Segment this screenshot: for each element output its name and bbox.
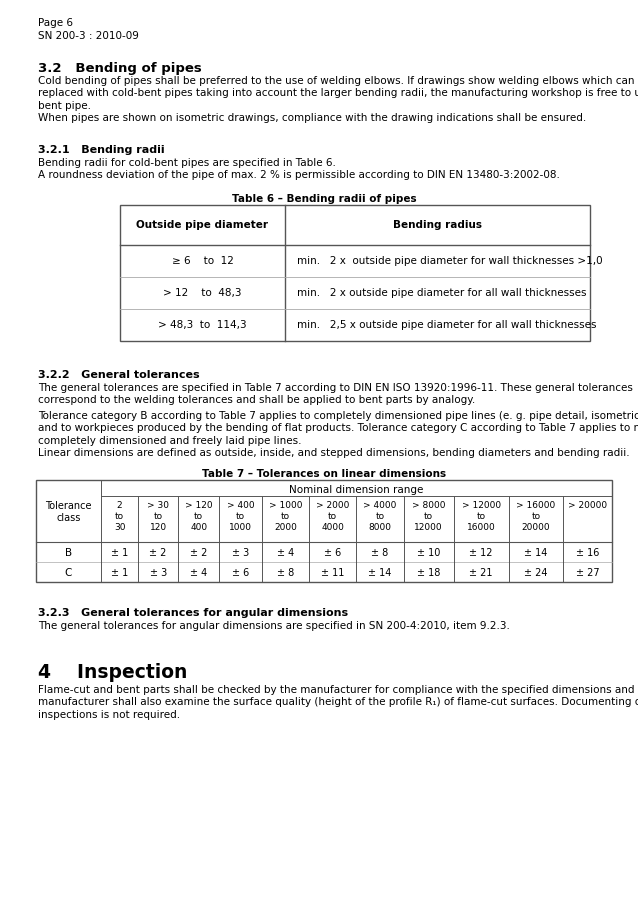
Text: Outside pipe diameter: Outside pipe diameter: [137, 220, 269, 230]
Text: Page 6: Page 6: [38, 18, 73, 28]
Text: > 1000
to
2000: > 1000 to 2000: [269, 501, 302, 531]
Text: > 120
to
400: > 120 to 400: [185, 501, 212, 531]
Text: Tolerance category B according to Table 7 applies to completely dimensioned pipe: Tolerance category B according to Table …: [38, 410, 638, 457]
Text: ± 6: ± 6: [324, 548, 341, 557]
Text: C: C: [64, 567, 72, 577]
Text: ± 16: ± 16: [576, 548, 599, 557]
Text: ± 10: ± 10: [417, 548, 440, 557]
Text: Bending radii for cold-bent pipes are specified in Table 6.
A roundness deviatio: Bending radii for cold-bent pipes are sp…: [38, 158, 560, 180]
Text: > 48,3  to  114,3: > 48,3 to 114,3: [158, 319, 247, 329]
Text: ± 4: ± 4: [190, 567, 207, 577]
Text: > 2000
to
4000: > 2000 to 4000: [316, 501, 350, 531]
Text: ± 14: ± 14: [368, 567, 392, 577]
Text: ± 2: ± 2: [149, 548, 167, 557]
Text: 4    Inspection: 4 Inspection: [38, 662, 188, 681]
Text: ± 21: ± 21: [470, 567, 493, 577]
Text: ± 3: ± 3: [232, 548, 249, 557]
Text: ± 12: ± 12: [470, 548, 493, 557]
Text: ± 4: ± 4: [277, 548, 294, 557]
Text: > 30
to
120: > 30 to 120: [147, 501, 169, 531]
Text: > 4000
to
8000: > 4000 to 8000: [364, 501, 397, 531]
Text: ± 27: ± 27: [576, 567, 600, 577]
Text: min.   2 x  outside pipe diameter for wall thicknesses >1,0: min. 2 x outside pipe diameter for wall …: [297, 255, 603, 266]
Text: > 400
to
1000: > 400 to 1000: [226, 501, 255, 531]
Text: Nominal dimension range: Nominal dimension range: [289, 484, 424, 494]
Text: Cold bending of pipes shall be preferred to the use of welding elbows. If drawin: Cold bending of pipes shall be preferred…: [38, 76, 638, 123]
Text: ± 3: ± 3: [149, 567, 167, 577]
Text: ± 6: ± 6: [232, 567, 249, 577]
Text: 3.2.3   General tolerances for angular dimensions: 3.2.3 General tolerances for angular dim…: [38, 607, 348, 617]
Text: 2
to
30: 2 to 30: [114, 501, 125, 531]
Bar: [36, 481, 612, 583]
Text: min.   2,5 x outside pipe diameter for all wall thicknesses: min. 2,5 x outside pipe diameter for all…: [297, 319, 597, 329]
Text: Bending radius: Bending radius: [393, 220, 482, 230]
Text: > 12    to  48,3: > 12 to 48,3: [163, 288, 242, 298]
Text: The general tolerances are specified in Table 7 according to DIN EN ISO 13920:19: The general tolerances are specified in …: [38, 382, 633, 405]
Text: B: B: [65, 548, 72, 557]
Text: ± 14: ± 14: [524, 548, 547, 557]
Text: Table 6 – Bending radii of pipes: Table 6 – Bending radii of pipes: [232, 194, 417, 204]
Text: The general tolerances for angular dimensions are specified in SN 200-4:2010, it: The general tolerances for angular dimen…: [38, 621, 510, 630]
Text: ± 1: ± 1: [111, 567, 128, 577]
Text: ≥ 6    to  12: ≥ 6 to 12: [172, 255, 234, 266]
Text: > 16000
to
20000: > 16000 to 20000: [516, 501, 556, 531]
Text: 3.2   Bending of pipes: 3.2 Bending of pipes: [38, 62, 202, 75]
Text: ± 1: ± 1: [111, 548, 128, 557]
Text: min.   2 x outside pipe diameter for all wall thicknesses: min. 2 x outside pipe diameter for all w…: [297, 288, 586, 298]
Text: ± 11: ± 11: [321, 567, 345, 577]
Text: ± 24: ± 24: [524, 567, 547, 577]
Text: > 12000
to
16000: > 12000 to 16000: [461, 501, 501, 531]
Text: Tolerance
class: Tolerance class: [45, 501, 92, 523]
Text: ± 18: ± 18: [417, 567, 440, 577]
Text: 3.2.2   General tolerances: 3.2.2 General tolerances: [38, 370, 200, 380]
Text: > 8000
to
12000: > 8000 to 12000: [412, 501, 445, 531]
Bar: [120, 206, 590, 342]
Text: > 20000: > 20000: [568, 501, 607, 510]
Text: Table 7 – Tolerances on linear dimensions: Table 7 – Tolerances on linear dimension…: [202, 468, 446, 478]
Text: ± 8: ± 8: [277, 567, 294, 577]
Text: SN 200-3 : 2010-09: SN 200-3 : 2010-09: [38, 31, 139, 41]
Text: ± 8: ± 8: [371, 548, 389, 557]
Text: 3.2.1   Bending radii: 3.2.1 Bending radii: [38, 145, 165, 155]
Text: Flame-cut and bent parts shall be checked by the manufacturer for compliance wit: Flame-cut and bent parts shall be checke…: [38, 685, 638, 719]
Text: ± 2: ± 2: [190, 548, 207, 557]
